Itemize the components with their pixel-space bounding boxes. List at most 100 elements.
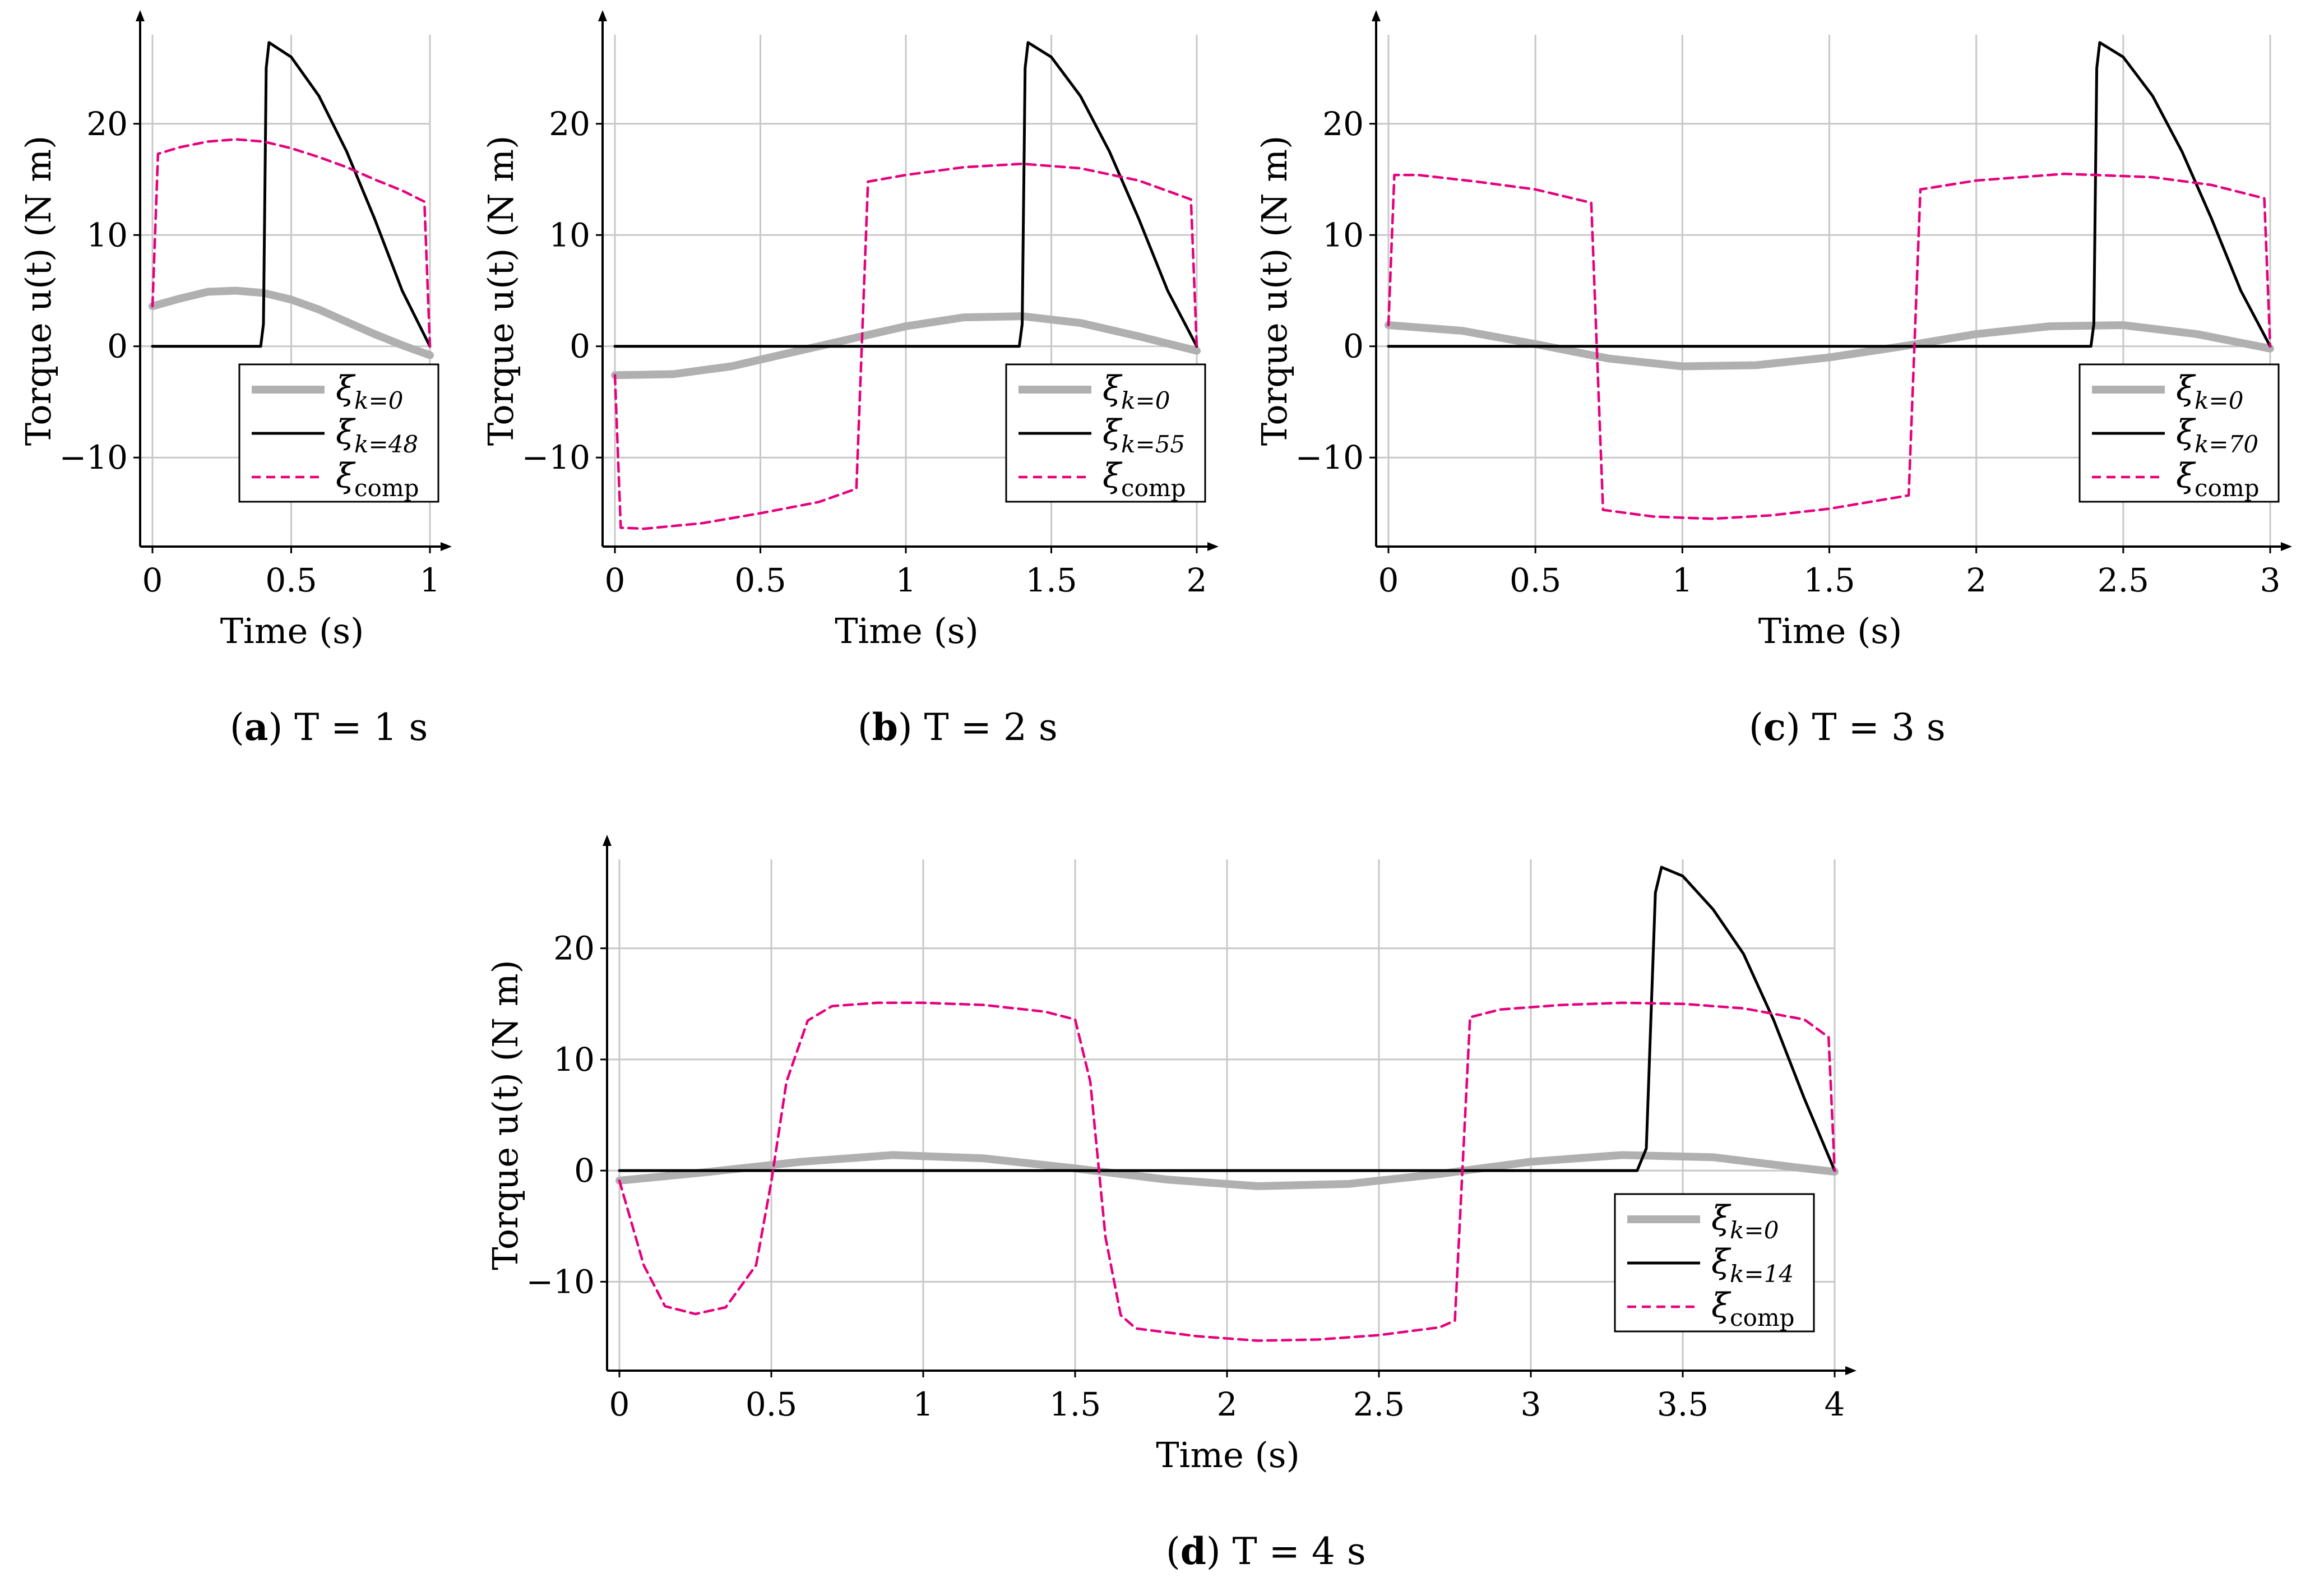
legend-label: ξcomp <box>336 456 419 502</box>
x-axis-label: Time (s) <box>220 610 364 651</box>
legend-symbol: ξ <box>1103 413 1123 452</box>
series-group <box>615 866 1839 1342</box>
series-line-comp <box>618 1001 1836 1342</box>
legend-label: ξk=0 <box>2176 369 2243 414</box>
x-tick-label: 2 <box>1217 1385 1238 1423</box>
caption-letter: b <box>872 705 898 749</box>
legend-label: ξk=14 <box>1711 1242 1794 1288</box>
series-line-opt <box>1387 41 2272 348</box>
x-tick-label: 0.5 <box>734 561 786 599</box>
x-axis-arrow <box>2281 542 2292 551</box>
y-axis-arrow <box>1372 10 1381 21</box>
series-line-zero <box>1385 321 2274 371</box>
y-axis-label: Torque u(t) (N m) <box>18 136 59 446</box>
legend-symbol: ξ <box>2176 456 2196 496</box>
series-line-comp <box>613 162 1198 530</box>
y-tick-label: 10 <box>86 216 128 254</box>
legend-subscript: k=70 <box>2195 431 2258 458</box>
legend-symbol: ξ <box>1711 1286 1732 1325</box>
caption-expr: T = 1 s <box>294 706 428 749</box>
y-tick-label: 0 <box>1343 327 1364 366</box>
legend-symbol: ξ <box>1711 1242 1732 1282</box>
legend-label: ξk=70 <box>2176 413 2258 458</box>
legend-label: ξk=55 <box>1103 413 1185 458</box>
x-tick-label: 2 <box>1187 561 1207 599</box>
legend-subscript: k=48 <box>354 431 418 458</box>
legend-label: ξcomp <box>1711 1286 1795 1331</box>
x-axis-arrow <box>1845 1366 1857 1375</box>
legend-subscript: k=0 <box>2195 387 2243 414</box>
caption-close: ) <box>268 706 295 749</box>
x-tick-label: 3 <box>2260 561 2281 599</box>
series-line-zero <box>149 286 434 359</box>
legend-symbol: ξ <box>336 456 356 496</box>
y-axis-arrow <box>136 10 145 21</box>
legend-subscript: comp <box>2195 474 2260 502</box>
caption: (b) T = 2 s <box>858 705 1058 749</box>
caption-letter: a <box>244 705 268 749</box>
x-axis-label: Time (s) <box>1758 610 1902 651</box>
caption: (c) T = 3 s <box>1749 705 1946 749</box>
series-line-zero <box>615 1151 1839 1190</box>
x-tick-label: 0 <box>142 561 163 599</box>
series-line-opt <box>618 866 1836 1172</box>
caption-expr: T = 2 s <box>924 706 1058 749</box>
x-tick-label: 0 <box>605 561 626 599</box>
series-line-comp <box>1387 172 2272 520</box>
legend-subscript: comp <box>1121 474 1186 502</box>
y-tick-label: −10 <box>522 438 590 477</box>
legend-symbol: ξ <box>1103 369 1123 408</box>
y-axis-label: Torque u(t) (N m) <box>1254 136 1295 446</box>
series-line-opt <box>151 41 432 348</box>
x-tick-label: 0.5 <box>1510 561 1561 599</box>
legend-label: ξk=48 <box>336 413 418 458</box>
caption-open: ( <box>858 706 872 749</box>
caption-letter: c <box>1763 705 1786 749</box>
legend-subscript: k=55 <box>1121 431 1185 458</box>
y-tick-label: −10 <box>526 1262 595 1301</box>
caption-close: ) <box>1206 1530 1233 1573</box>
legend-symbol: ξ <box>1103 456 1123 496</box>
legend-subscript: k=0 <box>1730 1216 1779 1244</box>
y-axis-label: Torque u(t) (N m) <box>485 960 526 1270</box>
legend-subscript: comp <box>354 474 419 502</box>
x-tick-label: 1.5 <box>1049 1385 1101 1423</box>
x-tick-label: 3 <box>1521 1385 1541 1423</box>
x-tick-label: 3.5 <box>1657 1385 1709 1423</box>
y-tick-label: −10 <box>1295 438 1364 477</box>
x-tick-label: 1 <box>420 561 441 599</box>
legend-subscript: k=14 <box>1730 1260 1794 1288</box>
x-axis-arrow <box>1207 542 1219 551</box>
x-axis-label: Time (s) <box>1156 1435 1300 1475</box>
caption-open: ( <box>1749 706 1763 749</box>
x-tick-label: 4 <box>1825 1385 1845 1423</box>
y-tick-label: 20 <box>1322 105 1364 143</box>
x-tick-label: 1 <box>1672 561 1693 599</box>
series-line-comp <box>151 138 432 348</box>
x-tick-label: 2.5 <box>1353 1385 1405 1423</box>
y-axis-arrow <box>598 10 607 21</box>
y-axis-arrow <box>603 835 612 846</box>
x-tick-label: 2.5 <box>2098 561 2149 599</box>
legend-symbol: ξ <box>2176 413 2196 452</box>
y-tick-label: 20 <box>553 929 595 968</box>
caption-letter: d <box>1180 1529 1206 1573</box>
x-tick-label: 0 <box>1378 561 1399 599</box>
legend-symbol: ξ <box>1711 1199 1732 1238</box>
y-axis-label: Torque u(t) (N m) <box>480 136 521 446</box>
series-group <box>1385 41 2274 520</box>
y-tick-label: 20 <box>549 105 590 143</box>
legend-subscript: k=0 <box>354 387 403 414</box>
y-tick-label: 0 <box>574 1151 595 1190</box>
x-tick-label: 0.5 <box>265 561 317 599</box>
y-tick-label: −10 <box>59 438 128 477</box>
chart-b: 0 0.5 1 1.5 2 −10 0 10 20 Time (s) Torque u(t) (N … <box>480 10 1219 749</box>
legend-subscript: k=0 <box>1121 387 1170 414</box>
y-tick-label: 10 <box>1322 216 1364 254</box>
y-tick-label: 0 <box>570 327 590 366</box>
